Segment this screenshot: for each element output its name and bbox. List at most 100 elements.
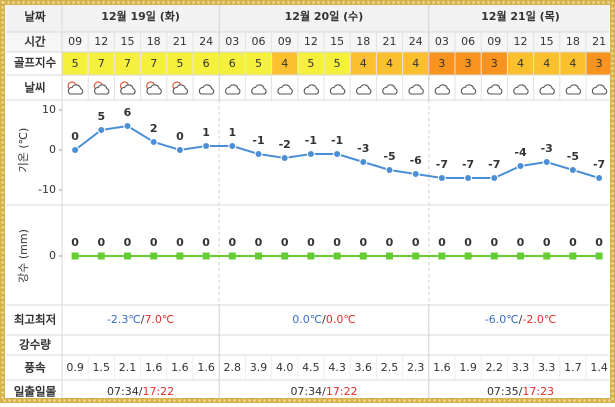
weather-icon [513, 84, 529, 95]
cloud-icon [277, 84, 293, 95]
cloud-icon [67, 84, 84, 95]
row-label: 시간 [24, 35, 46, 49]
data-label: 0 [333, 236, 341, 249]
data-label: 0 [281, 236, 289, 249]
golf-value: 3 [438, 57, 445, 70]
cloud-icon [434, 84, 450, 95]
point [255, 252, 262, 260]
sun-part: 07:35 [487, 385, 519, 398]
golf-value: 3 [491, 57, 498, 70]
golf-value: 6 [203, 57, 210, 70]
point [307, 252, 315, 260]
point [464, 252, 472, 260]
golf-cell [141, 52, 167, 75]
point [438, 252, 446, 260]
time-label: 03 [225, 35, 239, 48]
time-label: 09 [68, 35, 82, 48]
data-label: 0 [412, 236, 420, 249]
wind-value: 4.3 [328, 361, 346, 374]
data-label: -5 [383, 150, 395, 163]
weather-icon [565, 84, 581, 95]
row-label: 일출일몰 [14, 385, 57, 399]
wind-value: 2.5 [381, 361, 399, 374]
point [359, 158, 368, 166]
axis-label: 기온 (℃) [17, 128, 30, 173]
golf-cell [193, 52, 219, 75]
golf-value: 4 [569, 57, 576, 70]
point [333, 150, 342, 158]
golf-cell [62, 52, 88, 75]
weather-icon [67, 81, 84, 95]
data-label: -7 [462, 158, 474, 171]
row-label: 골프지수 [14, 56, 57, 70]
cloud-icon [303, 84, 319, 95]
weather-icon [382, 84, 398, 95]
data-label: -4 [514, 146, 527, 159]
row-label: 풍속 [24, 361, 46, 375]
cloud-icon [251, 84, 267, 95]
cloud-icon [565, 84, 581, 95]
cloud-icon [120, 84, 136, 95]
golf-value: 4 [281, 57, 288, 70]
data-label: 0 [202, 236, 210, 249]
golf-value: 3 [465, 57, 472, 70]
wind-value: 3.6 [355, 361, 373, 374]
data-label: 0 [71, 130, 79, 143]
golf-value: 4 [360, 57, 367, 70]
cloud-icon [172, 84, 188, 95]
data-label: 0 [490, 236, 498, 249]
data-label: 0 [307, 236, 315, 249]
wind-value: 3.9 [250, 361, 268, 374]
wind-value: 2.3 [407, 361, 425, 374]
point [595, 252, 603, 260]
time-label: 21 [592, 35, 606, 48]
data-label: -7 [488, 158, 500, 171]
axis-label: 강수 (mm) [17, 229, 30, 283]
data-label: 1 [202, 126, 210, 139]
point [280, 154, 289, 162]
point [228, 252, 236, 260]
point [543, 252, 551, 260]
row-label: 날씨 [24, 81, 45, 95]
data-label: 0 [228, 236, 236, 249]
data-label: 0 [359, 236, 367, 249]
cloud-icon [539, 84, 555, 95]
cloud-icon [460, 84, 477, 95]
point [412, 252, 420, 260]
data-label: -7 [593, 158, 605, 171]
wind-value: 1.6 [145, 361, 163, 374]
golf-value: 7 [150, 57, 157, 70]
data-label: 0 [176, 236, 184, 249]
cloud-icon [408, 84, 424, 95]
point [202, 252, 210, 260]
data-label: 5 [97, 110, 105, 123]
point [281, 252, 289, 260]
golf-value: 5 [307, 57, 314, 70]
point [333, 252, 341, 260]
golf-cell [376, 52, 403, 75]
point [386, 252, 393, 260]
data-label: -5 [567, 150, 579, 163]
data-label: 0 [517, 236, 525, 249]
point [71, 252, 79, 260]
golf-value: 7 [124, 57, 131, 70]
data-label: 0 [255, 236, 263, 249]
point [542, 158, 551, 166]
data-label: 0 [97, 236, 105, 249]
golf-value: 3 [596, 57, 603, 70]
wind-value: 0.9 [66, 361, 84, 374]
data-label: 0 [569, 236, 577, 249]
time-label: 15 [121, 35, 135, 48]
cloud-icon [225, 84, 241, 95]
data-label: 0 [386, 236, 394, 249]
weather-icon [303, 84, 319, 95]
data-label: -1 [331, 134, 343, 147]
point [150, 252, 158, 260]
point [569, 252, 577, 260]
point [437, 174, 446, 182]
weather-icon [329, 84, 346, 95]
y-tick-label: 0 [49, 249, 56, 262]
golf-value: 4 [543, 57, 550, 70]
time-label: 24 [409, 35, 423, 48]
